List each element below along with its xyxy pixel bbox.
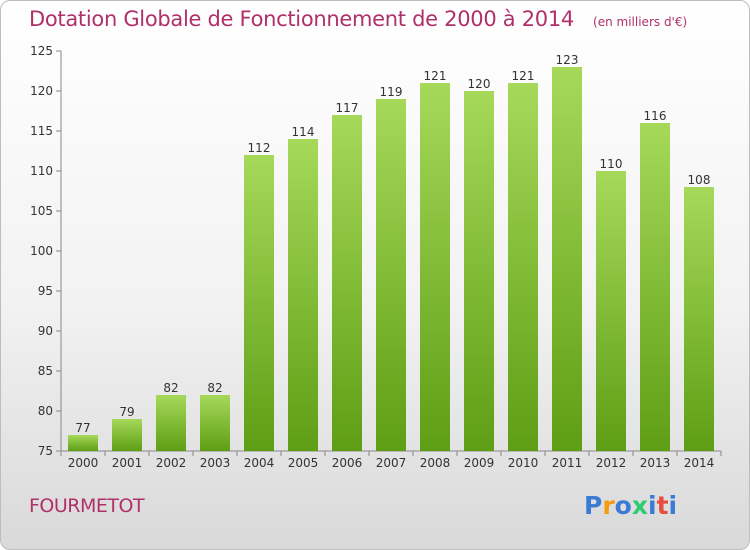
x-tick-label-2004: 2004 xyxy=(244,456,275,470)
bar-2003 xyxy=(200,395,230,451)
bar-2013 xyxy=(640,123,670,451)
x-tick-label-2000: 2000 xyxy=(68,456,99,470)
logo-letter: x xyxy=(631,491,648,520)
x-tick-label-2007: 2007 xyxy=(376,456,407,470)
logo-letter: r xyxy=(602,491,615,520)
x-tick-label-2002: 2002 xyxy=(156,456,187,470)
chart-unit: (en milliers d'€) xyxy=(593,15,688,29)
y-tick-label: 105 xyxy=(30,204,53,218)
y-tick-label: 90 xyxy=(38,324,53,338)
x-tick-label-2001: 2001 xyxy=(112,456,143,470)
value-label-2010: 121 xyxy=(512,69,535,83)
bar-2005 xyxy=(288,139,318,451)
value-label-2011: 123 xyxy=(556,53,579,67)
x-tick-label-2013: 2013 xyxy=(640,456,671,470)
x-tick-label-2011: 2011 xyxy=(552,456,583,470)
value-label-2014: 108 xyxy=(688,173,711,187)
y-tick-label: 100 xyxy=(30,244,53,258)
value-label-2004: 112 xyxy=(248,141,271,155)
proxiti-logo: Proxiti xyxy=(584,491,677,520)
x-tick-label-2009: 2009 xyxy=(464,456,495,470)
y-tick-label: 80 xyxy=(38,404,53,418)
value-label-2013: 116 xyxy=(644,109,667,123)
logo-letter: o xyxy=(614,491,632,520)
bar-2010 xyxy=(508,83,538,451)
x-tick-label-2005: 2005 xyxy=(288,456,319,470)
bar-2014 xyxy=(684,187,714,451)
logo-letter: t xyxy=(656,491,669,520)
logo-letter: i xyxy=(668,491,678,520)
bar-2004 xyxy=(244,155,274,451)
title-row: Dotation Globale de Fonctionnement de 20… xyxy=(29,7,687,31)
value-labels: 77 2000 79 2001 82 2002 82 2003 112 2004 114 2005 11… xyxy=(68,53,715,470)
value-label-2001: 79 xyxy=(119,405,134,419)
axes: 75 80 85 90 95 100 105 110 115 120 125 xyxy=(30,44,722,458)
y-tick-label: 110 xyxy=(30,164,53,178)
x-tick-label-2010: 2010 xyxy=(508,456,539,470)
bar-2012 xyxy=(596,171,626,451)
bar-2009 xyxy=(464,91,494,451)
value-label-2007: 119 xyxy=(380,85,403,99)
y-tick-label: 95 xyxy=(38,284,53,298)
y-tick-label: 125 xyxy=(30,44,53,58)
value-label-2008: 121 xyxy=(424,69,447,83)
value-label-2002: 82 xyxy=(163,381,178,395)
y-tick-label: 75 xyxy=(38,444,53,458)
x-tick-label-2012: 2012 xyxy=(596,456,627,470)
value-label-2009: 120 xyxy=(468,77,491,91)
y-tick-label: 85 xyxy=(38,364,53,378)
value-label-2005: 114 xyxy=(292,125,315,139)
value-label-2006: 117 xyxy=(336,101,359,115)
bar-2006 xyxy=(332,115,362,451)
bar-2001 xyxy=(112,419,142,451)
value-label-2012: 110 xyxy=(600,157,623,171)
commune-name: FOURMETOT xyxy=(29,495,145,517)
chart-title: Dotation Globale de Fonctionnement de 20… xyxy=(29,7,574,31)
logo-letter: i xyxy=(648,491,657,520)
logo-letter: P xyxy=(584,491,603,520)
x-tick-label-2014: 2014 xyxy=(684,456,715,470)
bar-2000 xyxy=(68,435,98,451)
bar-2008 xyxy=(420,83,450,451)
x-tick-label-2008: 2008 xyxy=(420,456,451,470)
bars xyxy=(68,67,714,451)
value-label-2003: 82 xyxy=(207,381,222,395)
bar-2007 xyxy=(376,99,406,451)
bar-2011 xyxy=(552,67,582,451)
x-tick-label-2003: 2003 xyxy=(200,456,231,470)
bar-2002 xyxy=(156,395,186,451)
y-tick-label: 120 xyxy=(30,84,53,98)
y-tick-label: 115 xyxy=(30,124,53,138)
x-tick-label-2006: 2006 xyxy=(332,456,363,470)
value-label-2000: 77 xyxy=(75,421,90,435)
